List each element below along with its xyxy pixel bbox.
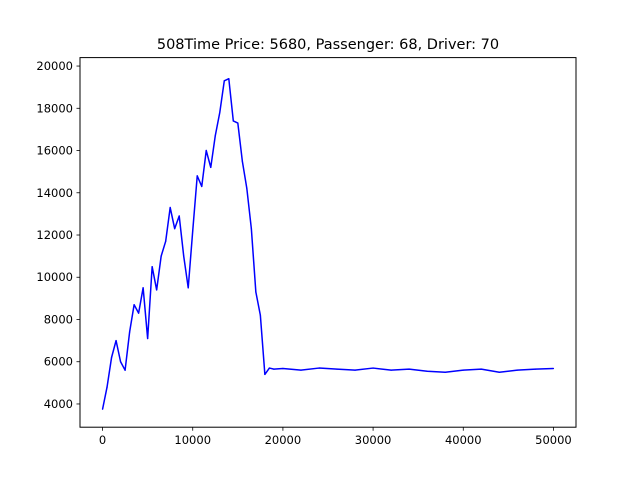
data-point (318, 367, 320, 369)
data-point (250, 228, 252, 230)
data-point (273, 368, 275, 370)
data-point (516, 369, 518, 371)
data-point (268, 367, 270, 369)
x-tick-label: 10000 (174, 433, 211, 447)
data-point (174, 228, 176, 230)
data-point (444, 371, 446, 373)
data-point (246, 187, 248, 190)
data-point (480, 368, 482, 370)
data-point (106, 386, 108, 388)
x-tick-label: 30000 (355, 433, 392, 447)
data-point (129, 331, 131, 333)
data-point (498, 371, 500, 373)
data-point (187, 287, 189, 289)
x-axis: 0 10000 20000 30000 40000 50000 (99, 427, 572, 447)
data-point (372, 367, 374, 369)
data-point (124, 369, 126, 371)
data-point (201, 185, 203, 188)
data-point (426, 370, 428, 372)
data-point (151, 266, 153, 268)
data-point (232, 120, 234, 122)
data-point (264, 373, 266, 375)
data-point (237, 122, 239, 124)
series-line-0 (101, 77, 554, 410)
data-point (408, 368, 410, 370)
data-point (259, 314, 261, 316)
plot-frame (79, 57, 577, 428)
x-tick-label: 40000 (445, 433, 482, 447)
data-point (210, 166, 212, 169)
x-tick-label: 0 (99, 433, 106, 447)
data-point (156, 289, 158, 291)
data-point (390, 369, 392, 371)
data-point (110, 356, 113, 359)
data-point (214, 135, 216, 137)
data-point (228, 78, 230, 80)
data-point (165, 240, 167, 242)
data-point (300, 369, 302, 371)
data-point (223, 80, 225, 82)
data-point (133, 304, 135, 306)
data-point (462, 369, 464, 371)
data-point (178, 215, 180, 217)
data-point (336, 368, 338, 370)
data-point (142, 287, 144, 289)
y-tick-label: 18000 (36, 101, 73, 115)
x-tick-label: 50000 (535, 433, 572, 447)
series-layer (101, 77, 555, 410)
y-tick-label: 8000 (44, 312, 73, 326)
data-point (534, 368, 537, 370)
y-tick-label: 4000 (44, 397, 73, 411)
y-tick-label: 20000 (36, 59, 73, 73)
y-tick-label: 12000 (36, 228, 73, 242)
y-tick-label: 16000 (36, 144, 73, 158)
data-point (196, 175, 198, 177)
data-point (160, 255, 162, 257)
data-point (219, 111, 221, 114)
x-tick-label: 20000 (265, 433, 302, 447)
data-point (138, 312, 140, 314)
data-point (552, 367, 555, 370)
data-point (241, 160, 243, 162)
data-point (101, 408, 104, 410)
y-tick-label: 10000 (36, 270, 73, 284)
y-axis: 4000 6000 8000 10000 12000 14000 16000 18000 200… (36, 59, 80, 411)
chart-title: 508Time Price: 5680, Passenger: 68, Driv… (157, 37, 499, 53)
data-point (147, 337, 149, 340)
data-point (169, 206, 171, 209)
data-point (192, 230, 194, 232)
data-point (255, 291, 257, 293)
data-point (354, 369, 356, 371)
data-point (115, 340, 117, 342)
y-tick-label: 14000 (36, 186, 73, 200)
data-point (205, 149, 207, 152)
data-point (183, 255, 185, 257)
data-point (119, 361, 122, 363)
y-tick-label: 6000 (44, 355, 73, 369)
data-point (282, 367, 284, 370)
